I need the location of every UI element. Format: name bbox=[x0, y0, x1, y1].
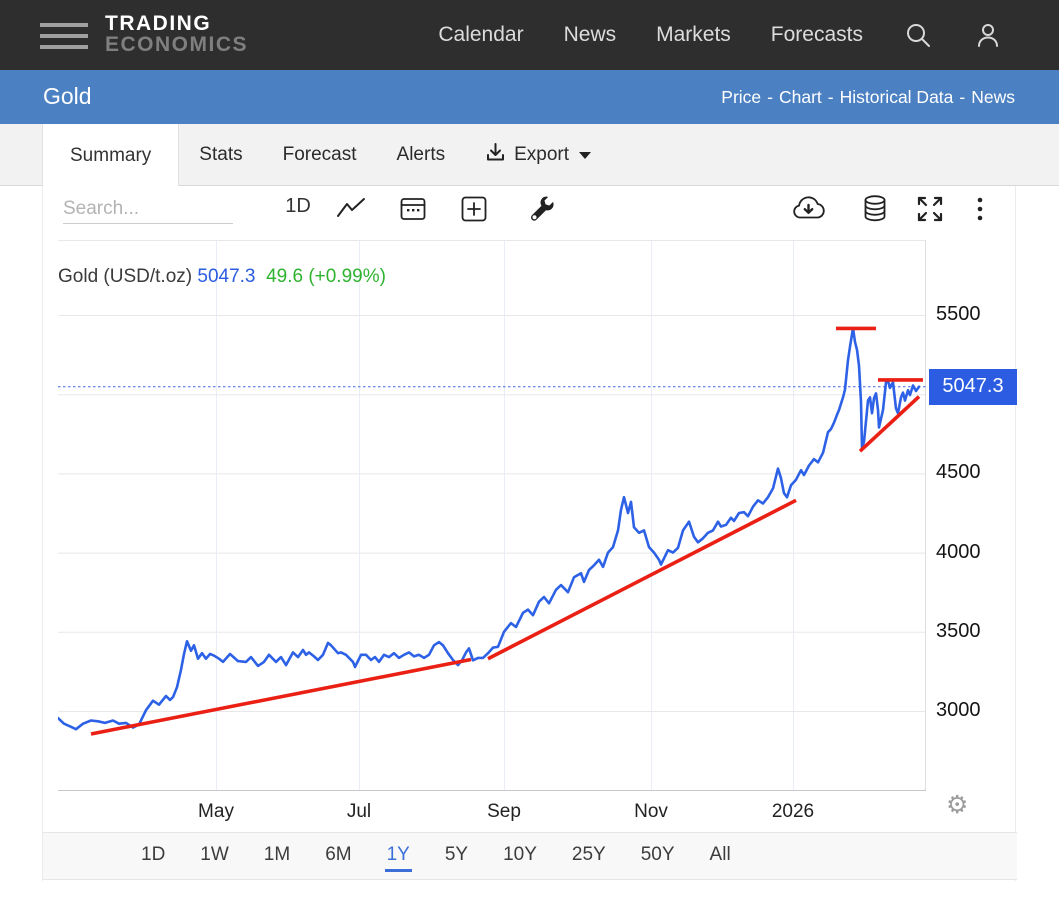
y-axis-label: 4000 bbox=[936, 540, 981, 563]
settings-icon[interactable]: ⚙ bbox=[946, 791, 969, 819]
chart-title-price: 5047.3 bbox=[197, 266, 256, 287]
x-axis-label: Nov bbox=[634, 801, 668, 822]
chart-title-change: 49.6 (+0.99%) bbox=[266, 266, 386, 287]
range-button-1y[interactable]: 1Y bbox=[384, 841, 412, 872]
x-axis-label: 2026 bbox=[771, 801, 815, 822]
tab-label: Summary bbox=[70, 144, 152, 166]
compare-icon[interactable] bbox=[459, 193, 489, 225]
support-trendline-2[interactable] bbox=[487, 498, 797, 661]
range-button-50y[interactable]: 50Y bbox=[640, 843, 675, 865]
range-button-1d[interactable]: 1D bbox=[141, 843, 166, 865]
nav-link-markets[interactable]: Markets bbox=[656, 23, 731, 46]
range-button-1w[interactable]: 1W bbox=[200, 843, 229, 865]
tab-label: Forecast bbox=[282, 144, 357, 165]
download-icon bbox=[485, 142, 506, 169]
cloud-download-icon[interactable] bbox=[789, 193, 827, 225]
breadcrumb-separator: - bbox=[959, 87, 966, 107]
chart-title: Gold (USD/t.oz) 5047.3 49.6 (+0.99%) bbox=[58, 266, 386, 288]
range-button-1m[interactable]: 1M bbox=[263, 843, 291, 865]
brand-line2: ECONOMICS bbox=[105, 33, 249, 56]
tab-label: Alerts bbox=[396, 144, 446, 165]
chart-title-name: Gold (USD/t.oz) bbox=[58, 266, 193, 287]
line-type-icon[interactable] bbox=[335, 193, 367, 225]
brand-line1: TRADING bbox=[105, 12, 212, 35]
range-button-5y[interactable]: 5Y bbox=[444, 843, 469, 865]
x-axis-label: May bbox=[198, 801, 234, 822]
range-button-10y[interactable]: 10Y bbox=[503, 843, 537, 865]
nav-link-calendar[interactable]: Calendar bbox=[438, 23, 524, 46]
breadcrumb: Price - Chart - Historical Data - News bbox=[721, 87, 1015, 108]
range-button-all[interactable]: All bbox=[709, 843, 731, 865]
breadcrumb-link-price[interactable]: Price bbox=[721, 87, 762, 107]
calendar-icon[interactable] bbox=[398, 193, 428, 225]
chart-panel: 1D bbox=[42, 186, 1017, 881]
tab-alerts[interactable]: Alerts bbox=[377, 124, 466, 186]
nav-link-forecasts[interactable]: Forecasts bbox=[770, 23, 863, 46]
breadcrumb-separator: - bbox=[767, 87, 773, 107]
chart-toolbar: 1D bbox=[43, 186, 1017, 232]
brand-logo[interactable]: TRADING ECONOMICS bbox=[105, 13, 248, 55]
tab-forecast[interactable]: Forecast bbox=[263, 124, 377, 186]
y-axis-label: 5500 bbox=[936, 303, 981, 325]
gold-price-line bbox=[58, 326, 921, 731]
top-navbar: TRADING ECONOMICS Calendar News Markets For… bbox=[0, 0, 1059, 70]
support-trendline-1[interactable] bbox=[90, 657, 472, 736]
ascending-support[interactable] bbox=[858, 395, 921, 453]
fullscreen-icon[interactable] bbox=[915, 193, 945, 225]
tab-stats[interactable]: Stats bbox=[179, 124, 262, 186]
breadcrumb-link-news[interactable]: News bbox=[971, 87, 1015, 107]
nav-link-news[interactable]: News bbox=[563, 23, 617, 46]
range-selector: 1D 1W 1M 6M 1Y 5Y 10Y 25Y 50Y All bbox=[43, 832, 1017, 880]
tab-label: Stats bbox=[199, 144, 243, 165]
menu-icon[interactable] bbox=[40, 23, 88, 49]
database-icon[interactable] bbox=[861, 193, 889, 225]
search-input[interactable] bbox=[63, 194, 233, 224]
instrument-header: Gold Price - Chart - Historical Data - News bbox=[0, 70, 1059, 124]
x-axis-label: Jul bbox=[346, 801, 372, 822]
breadcrumb-separator: - bbox=[827, 87, 834, 107]
tabs: Summary Stats Forecast Alerts Export bbox=[42, 124, 611, 187]
tab-export[interactable]: Export bbox=[465, 124, 611, 186]
user-icon[interactable] bbox=[973, 20, 1003, 50]
more-icon[interactable] bbox=[973, 193, 987, 225]
range-button-25y[interactable]: 25Y bbox=[571, 843, 606, 865]
breadcrumb-link-chart[interactable]: Chart bbox=[778, 87, 822, 107]
tab-summary[interactable]: Summary bbox=[42, 124, 180, 187]
interval-button[interactable]: 1D bbox=[285, 195, 311, 217]
price-chart-plot-area[interactable] bbox=[58, 240, 926, 791]
last-price-badge: 5047.3 bbox=[929, 368, 1017, 405]
y-axis-label: 3500 bbox=[936, 619, 981, 642]
tab-strip: Summary Stats Forecast Alerts Export bbox=[0, 124, 1059, 187]
x-axis-label: Sep bbox=[487, 801, 521, 822]
tab-label: Export bbox=[514, 144, 570, 165]
range-button-6m[interactable]: 6M bbox=[325, 843, 352, 865]
instrument-title: Gold bbox=[43, 83, 92, 109]
tools-icon[interactable] bbox=[526, 193, 556, 225]
y-axis-label: 4500 bbox=[936, 461, 981, 484]
chevron-down-icon bbox=[579, 151, 592, 159]
top-nav-links: Calendar News Markets Forecasts bbox=[438, 0, 1003, 70]
search-icon[interactable] bbox=[903, 20, 933, 50]
y-axis-label: 3000 bbox=[936, 699, 981, 721]
breadcrumb-link-historical-data[interactable]: Historical Data bbox=[839, 87, 954, 107]
